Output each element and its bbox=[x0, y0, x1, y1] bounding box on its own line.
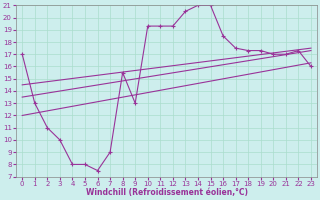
X-axis label: Windchill (Refroidissement éolien,°C): Windchill (Refroidissement éolien,°C) bbox=[85, 188, 248, 197]
